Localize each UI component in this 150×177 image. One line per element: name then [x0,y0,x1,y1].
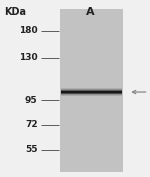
Text: 180: 180 [19,27,38,35]
Text: 72: 72 [25,120,38,129]
Text: 130: 130 [19,53,38,62]
Text: 55: 55 [25,145,38,154]
Bar [61,91,122,92]
Bar [61,88,122,89]
Bar [61,90,122,91]
Bar [61,89,122,90]
Bar [60,9,123,172]
Text: KDa: KDa [4,7,26,17]
Bar [61,94,122,95]
Text: 95: 95 [25,96,38,104]
Bar [61,92,122,93]
Text: A: A [86,7,94,17]
Bar [61,93,122,94]
Bar [61,95,122,96]
